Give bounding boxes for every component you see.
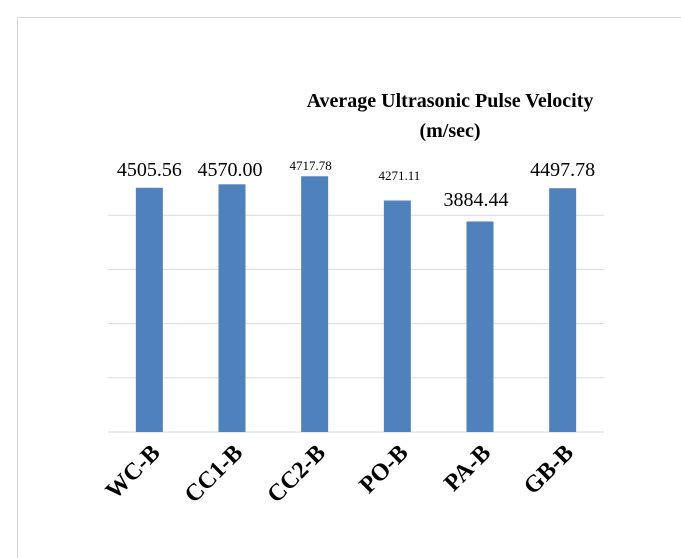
x-tick-label: CC2-B [263, 440, 331, 508]
bar [218, 184, 246, 432]
value-label: 4497.78 [530, 159, 595, 181]
bar [135, 187, 163, 432]
chart-title: Average Ultrasonic Pulse Velocity (m/sec… [306, 90, 594, 142]
chart-frame [17, 17, 681, 558]
value-label: 4505.56 [117, 159, 182, 181]
value-label: 4717.78 [290, 158, 332, 173]
value-label: 4570.00 [198, 159, 263, 181]
bar [301, 176, 329, 432]
bar [383, 200, 411, 432]
x-tick-label: PO-B [355, 440, 414, 499]
bar [549, 188, 577, 432]
x-tick-label: GB-B [519, 440, 579, 500]
value-label: 4271.11 [378, 168, 420, 183]
bar [466, 221, 494, 432]
x-tick-label: WC-B [101, 440, 166, 505]
x-tick-label: CC1-B [180, 440, 248, 508]
x-tick-label: PA-B [440, 440, 497, 497]
value-label: 3884.44 [444, 189, 509, 211]
